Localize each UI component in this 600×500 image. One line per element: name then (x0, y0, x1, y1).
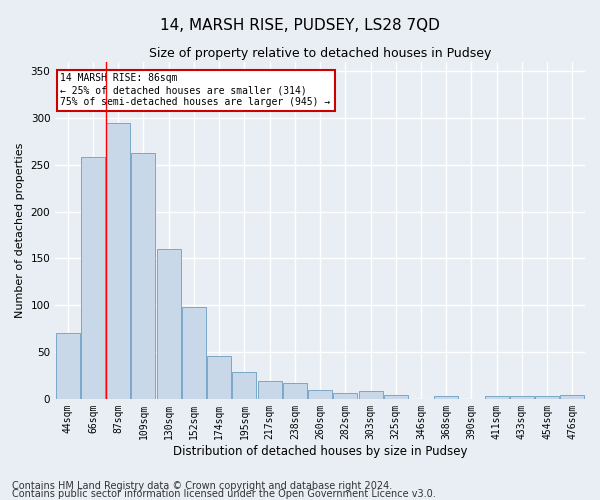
Bar (384, 395, 408, 399)
Y-axis label: Number of detached properties: Number of detached properties (15, 142, 25, 318)
Bar (56, 334, 80, 399)
Bar (157, 249, 181, 399)
Text: 14 MARSH RISE: 86sqm
← 25% of detached houses are smaller (314)
75% of semi-deta: 14 MARSH RISE: 86sqm ← 25% of detached h… (61, 74, 331, 106)
Text: Contains public sector information licensed under the Open Government Licence v3: Contains public sector information licen… (12, 489, 436, 499)
X-axis label: Distribution of detached houses by size in Pudsey: Distribution of detached houses by size … (173, 444, 467, 458)
Bar (283, 383, 307, 399)
Bar (535, 396, 559, 399)
Bar (207, 356, 231, 399)
Bar (434, 396, 458, 399)
Bar (182, 307, 206, 399)
Text: Contains HM Land Registry data © Crown copyright and database right 2024.: Contains HM Land Registry data © Crown c… (12, 481, 392, 491)
Bar (560, 395, 584, 399)
Bar (106, 122, 130, 399)
Bar (131, 152, 155, 399)
Bar (334, 393, 357, 399)
Title: Size of property relative to detached houses in Pudsey: Size of property relative to detached ho… (149, 48, 491, 60)
Bar (359, 392, 383, 399)
Bar (485, 396, 509, 399)
Bar (308, 390, 332, 399)
Bar (232, 372, 256, 399)
Bar (510, 396, 534, 399)
Text: 14, MARSH RISE, PUDSEY, LS28 7QD: 14, MARSH RISE, PUDSEY, LS28 7QD (160, 18, 440, 32)
Bar (257, 381, 281, 399)
Bar (81, 157, 105, 399)
